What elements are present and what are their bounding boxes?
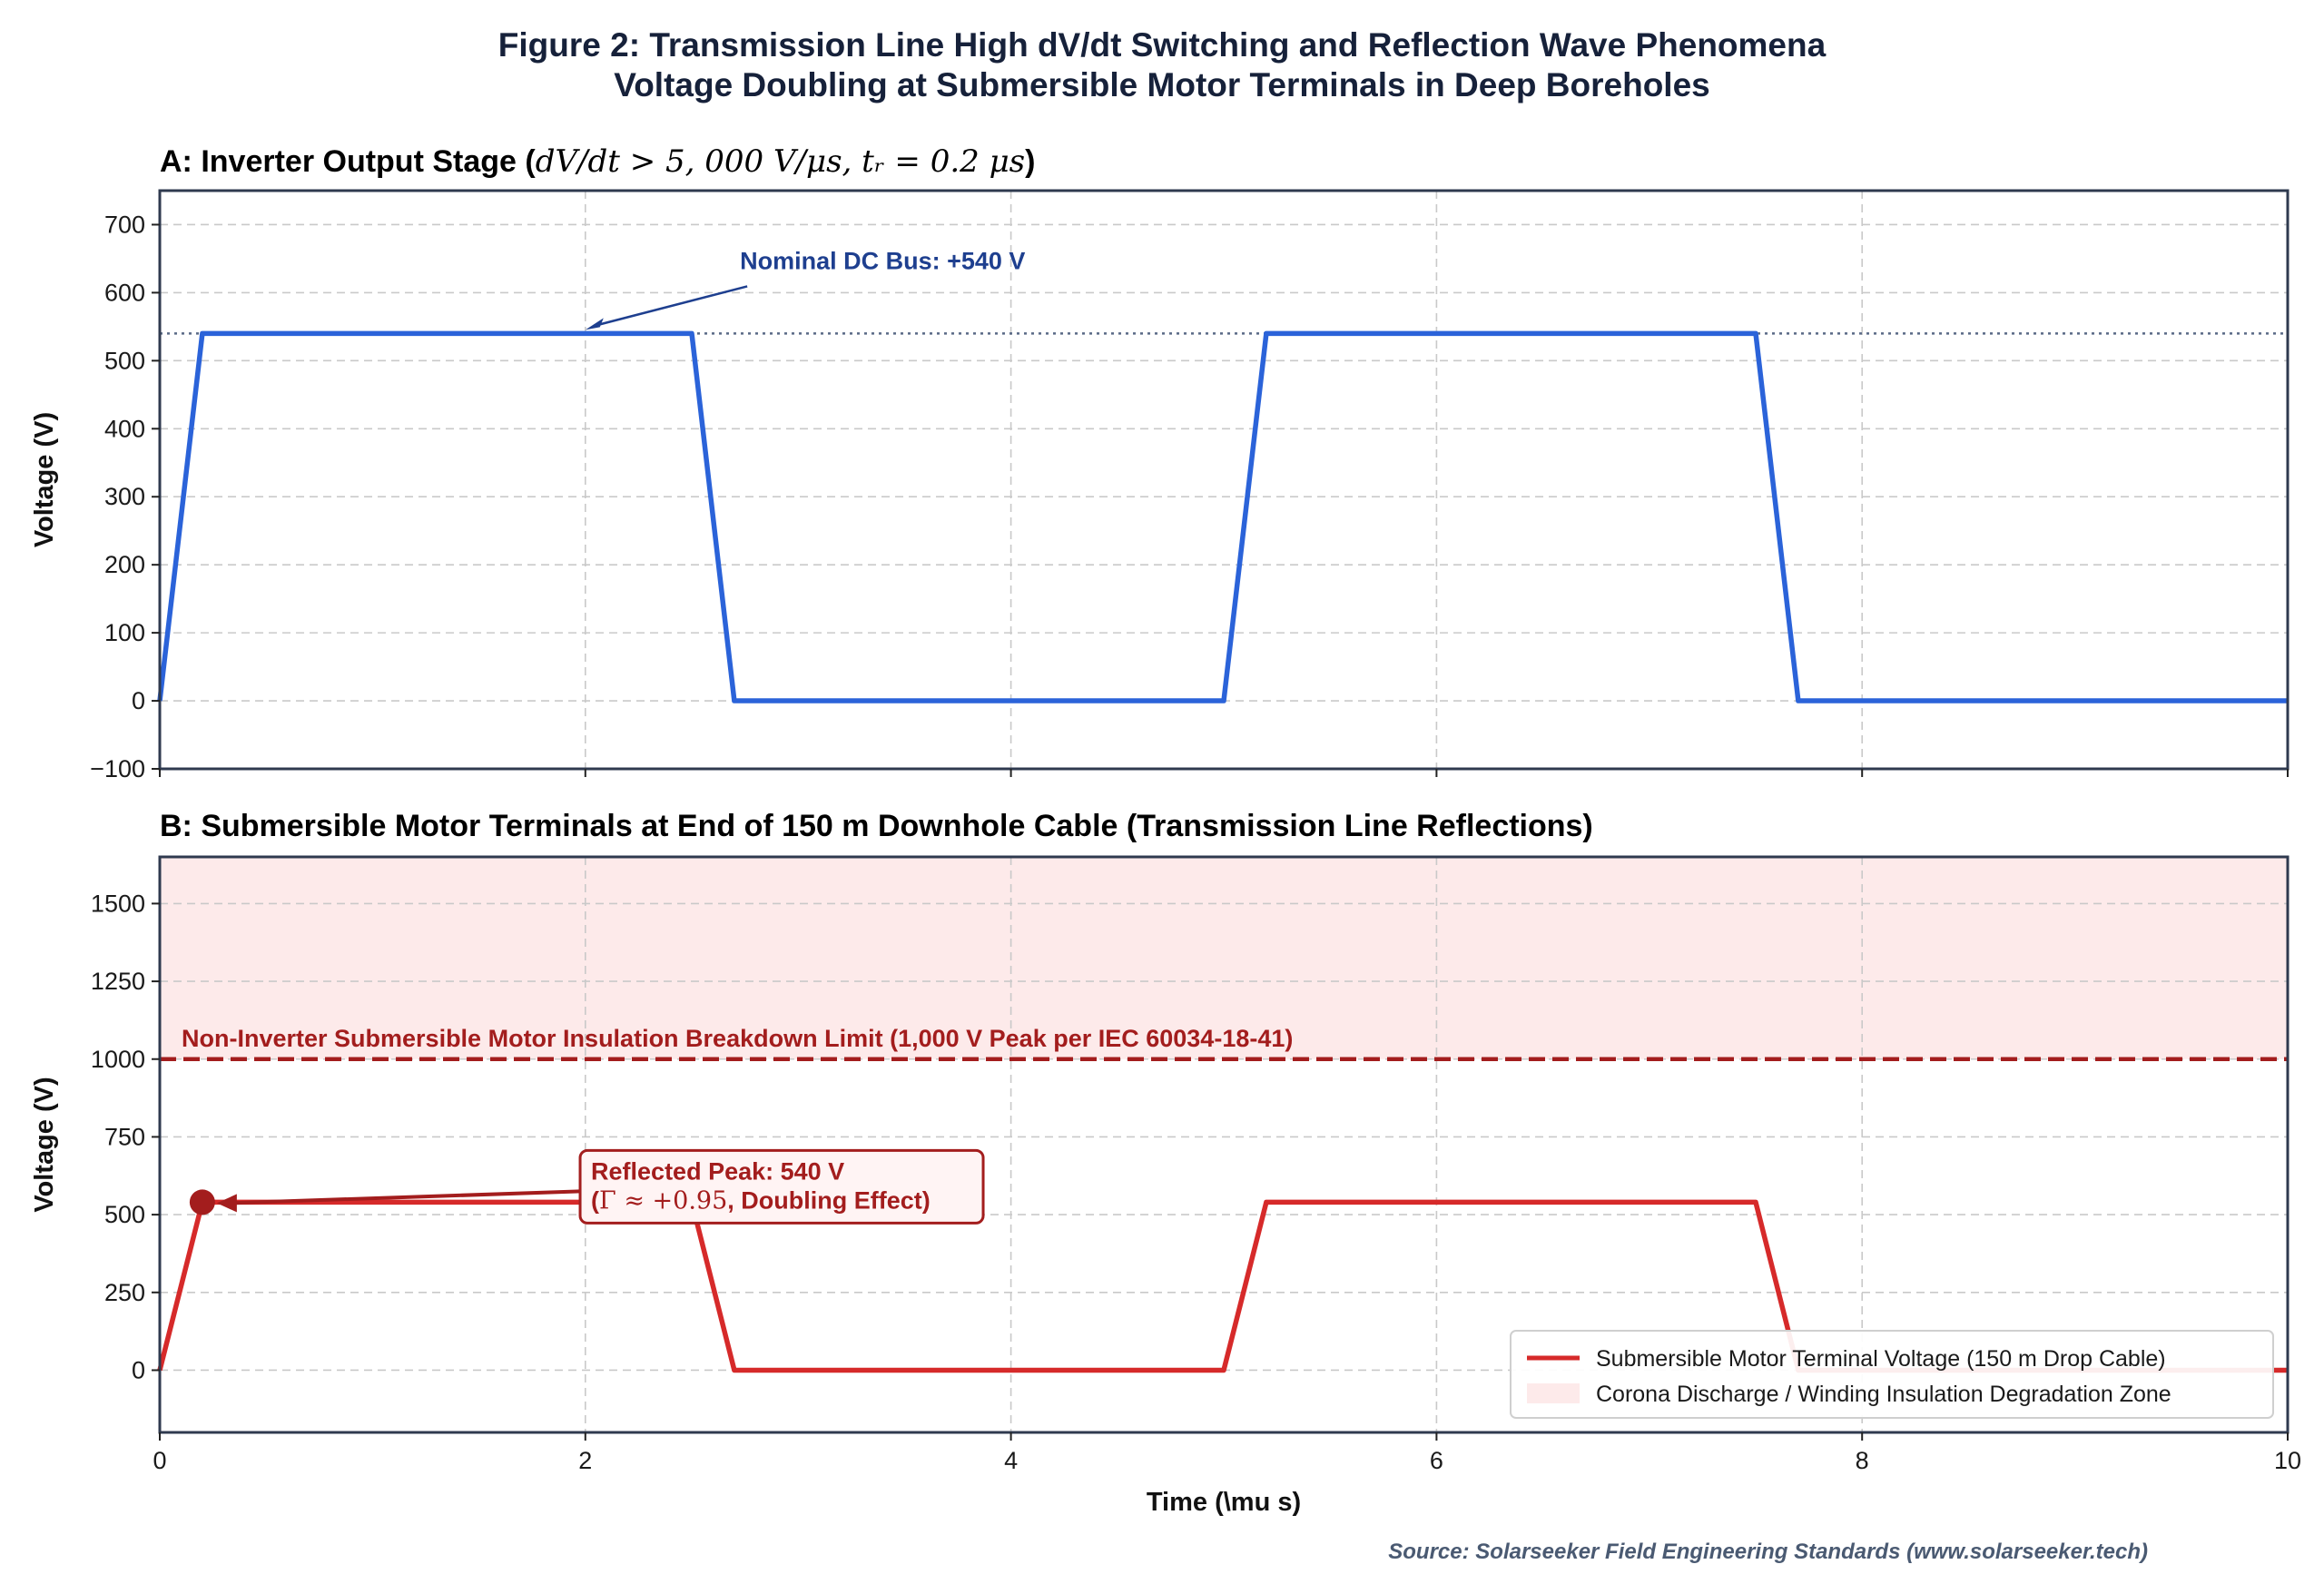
panel-a-title-suffix: )	[1025, 144, 1035, 179]
figure-title-line-1: Figure 2: Transmission Line High dV/dt S…	[497, 26, 1827, 64]
panel-a-annotation-arrow	[596, 285, 748, 327]
panel-a-title-prefix: A: Inverter Output Stage (	[160, 144, 536, 179]
panel-b-motor-terminals: B: Submersible Motor Terminals at End of…	[30, 809, 2301, 1517]
panel-a-annotation-text: Nominal DC Bus: +540 V	[740, 247, 1025, 274]
panel-a-title: A: Inverter Output Stage (dV/dt > 5, 000…	[160, 143, 1035, 180]
legend-frame	[1510, 1330, 2274, 1419]
legend-entry-terminal-voltage: Submersible Motor Terminal Voltage (150 …	[1596, 1346, 2166, 1372]
panel-b-motor-voltage-trace	[157, 1199, 2288, 1373]
panel-b-corona-zone	[160, 857, 2288, 1059]
panel-a-annotation-arrowhead	[585, 318, 604, 330]
a-ytick-label-2: 100	[104, 619, 145, 646]
a-ytick-label-1: 0	[132, 687, 145, 714]
b-ytick-label-1: 250	[104, 1279, 145, 1306]
legend-swatch-zone	[1527, 1383, 1580, 1403]
a-ytick-label-5: 400	[104, 415, 145, 442]
b-xtick-label-5: 10	[2274, 1447, 2301, 1474]
b-xtick-label-0: 0	[153, 1447, 166, 1474]
panel-a-grid	[160, 191, 2288, 769]
b-ytick-label-2: 500	[104, 1201, 145, 1228]
b-xtick-label-1: 2	[578, 1447, 592, 1474]
b-xtick-label-4: 8	[1856, 1447, 1869, 1474]
panel-a-frame	[158, 189, 2290, 771]
b-ytick-label-6: 1500	[91, 890, 145, 917]
panel-a-y-ticks: −100 0 100 200 300 400 500 600 700	[90, 211, 160, 782]
panel-b-y-ticks: 0 250 500 750 1000 1250 1500	[91, 890, 160, 1383]
a-ytick-label-7: 600	[104, 279, 145, 306]
panel-a-title-math: dV/dt > 5, 000 V/μs, tᵣ = 0.2 μs	[536, 143, 1025, 180]
b-ytick-label-0: 0	[132, 1356, 145, 1383]
panel-a-inverter-output: A: Inverter Output Stage (dV/dt > 5, 000…	[30, 143, 2290, 782]
panel-b-annotation-line-1: Reflected Peak: 540 V	[591, 1157, 844, 1185]
b-ytick-label-3: 750	[104, 1123, 145, 1150]
panel-b-annotation-arrow	[229, 1189, 581, 1205]
panel-a-annotation: Nominal DC Bus: +540 V	[585, 247, 1025, 330]
a-ytick-label-0: −100	[90, 755, 145, 782]
panel-b-annotation: Reflected Peak: 540 V (Γ ≈ +0.95, Doubli…	[189, 1148, 985, 1225]
b-xtick-label-2: 4	[1004, 1447, 1018, 1474]
panel-a-x-ticks	[159, 769, 2289, 777]
a-ytick-label-4: 300	[104, 483, 145, 510]
figure-title: Figure 2: Transmission Line High dV/dt S…	[0, 25, 2324, 105]
a-ytick-label-8: 700	[104, 211, 145, 238]
panel-b-annotation-arrowhead	[216, 1194, 237, 1213]
b-ytick-label-5: 1250	[91, 968, 145, 995]
panel-b-annotation-line-2-rest: , Doubling Effect)	[727, 1186, 930, 1214]
panel-b-annotation-line-2-open: (	[591, 1186, 599, 1214]
panel-b-insulation-limit-label: Non-Inverter Submersible Motor Insulatio…	[182, 1025, 1293, 1052]
panel-b-y-axis-label: Voltage (V)	[30, 1077, 59, 1212]
figure-source: Source: Solarseeker Field Engineering St…	[1388, 1540, 2148, 1564]
legend-entry-corona-zone: Corona Discharge / Winding Insulation De…	[1596, 1382, 2171, 1407]
panel-b-x-axis-label: Time (\mu s)	[1147, 1488, 1301, 1517]
b-ytick-label-4: 1000	[91, 1046, 145, 1073]
panel-b-annotation-line-2-math: Γ ≈ +0.95	[599, 1186, 727, 1215]
figure-title-line-2: Voltage Doubling at Submersible Motor Te…	[614, 66, 1710, 103]
panel-b-frame	[158, 855, 2290, 1434]
panel-b-annotation-box	[578, 1148, 985, 1225]
panel-b-legend: Submersible Motor Terminal Voltage (150 …	[1510, 1330, 2274, 1419]
panel-b-annotation-line-2: (Γ ≈ +0.95, Doubling Effect)	[591, 1186, 931, 1215]
panel-a-inverter-voltage-trace	[157, 330, 2288, 703]
b-xtick-label-3: 6	[1430, 1447, 1443, 1474]
a-ytick-label-6: 500	[104, 347, 145, 374]
panel-b-peak-marker	[189, 1189, 215, 1215]
panel-a-y-axis-label: Voltage (V)	[30, 412, 59, 547]
panel-b-x-ticks: 0 2 4 6 8 10	[153, 1432, 2301, 1474]
a-ytick-label-3: 200	[104, 551, 145, 578]
panel-b-title: B: Submersible Motor Terminals at End of…	[160, 809, 1593, 843]
